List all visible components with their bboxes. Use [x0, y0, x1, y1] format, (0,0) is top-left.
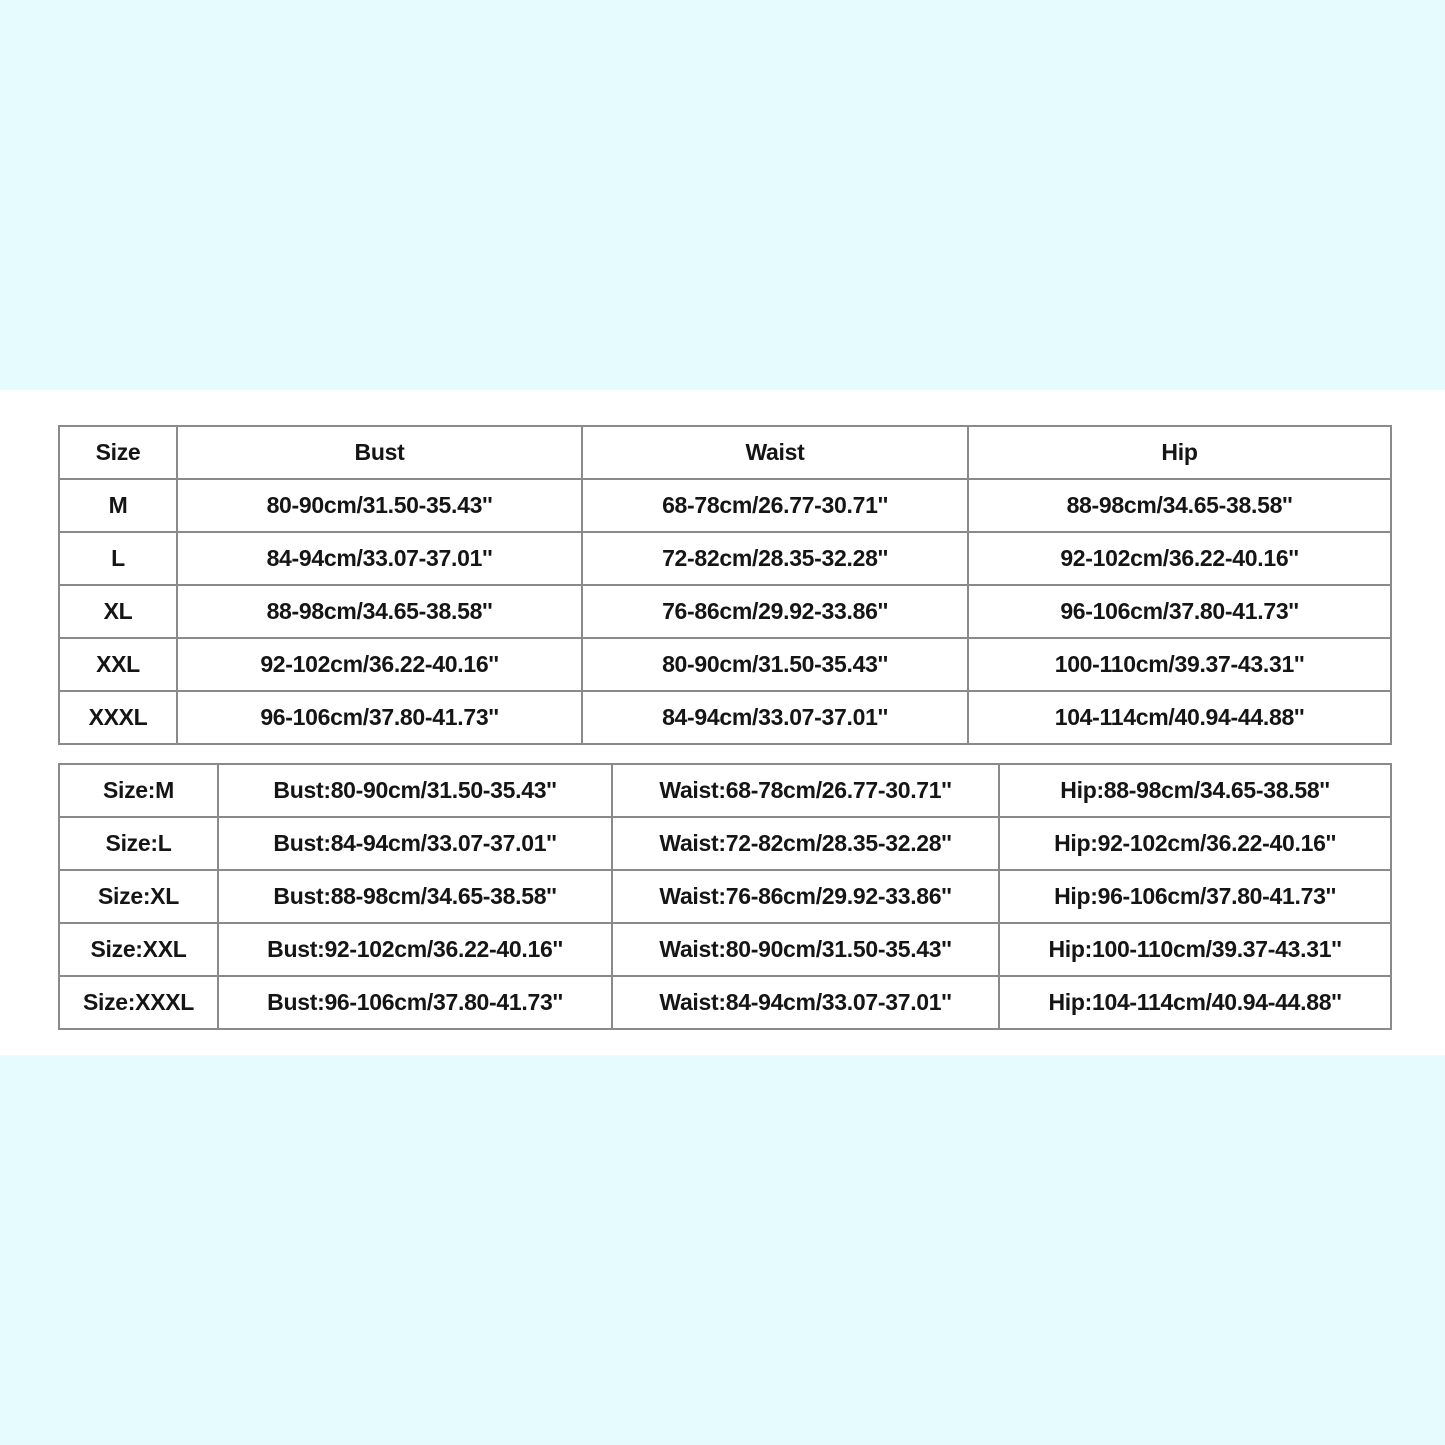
table-cell: M [58, 478, 178, 533]
table-row: XXL 92-102cm/36.22-40.16'' 80-90cm/31.50-3… [58, 637, 1392, 692]
table-cell: L [58, 531, 178, 586]
table-cell: 68-78cm/26.77-30.71'' [581, 478, 969, 533]
table-cell: Bust:80-90cm/31.50-35.43'' [217, 763, 613, 818]
table-cell: Size:XXL [58, 922, 219, 977]
table-cell: XXL [58, 637, 178, 692]
table-cell: Size:XXXL [58, 975, 219, 1030]
table-cell: 84-94cm/33.07-37.01'' [176, 531, 583, 586]
table-cell: Hip [967, 425, 1392, 480]
size-chart-table-labeled: Size:M Bust:80-90cm/31.50-35.43'' Waist:68… [58, 763, 1392, 1030]
table-cell: Bust:92-102cm/36.22-40.16'' [217, 922, 613, 977]
table-cell: 72-82cm/28.35-32.28'' [581, 531, 969, 586]
table-cell: Hip:100-110cm/39.37-43.31'' [998, 922, 1392, 977]
table-cell: 96-106cm/37.80-41.73'' [967, 584, 1392, 639]
table-cell: Waist:68-78cm/26.77-30.71'' [611, 763, 1000, 818]
table-cell: Bust [176, 425, 583, 480]
table-row: Size:M Bust:80-90cm/31.50-35.43'' Waist:68… [58, 763, 1392, 818]
table-row: Size:L Bust:84-94cm/33.07-37.01'' Waist:72… [58, 816, 1392, 871]
table-cell: Hip:104-114cm/40.94-44.88'' [998, 975, 1392, 1030]
table-row: XL 88-98cm/34.65-38.58'' 76-86cm/29.92-33.… [58, 584, 1392, 639]
table-row: Size:XL Bust:88-98cm/34.65-38.58'' Waist:7… [58, 869, 1392, 924]
table-cell: 88-98cm/34.65-38.58'' [967, 478, 1392, 533]
table-cell: Hip:96-106cm/37.80-41.73'' [998, 869, 1392, 924]
table-cell: Size [58, 425, 178, 480]
table-cell: Waist:84-94cm/33.07-37.01'' [611, 975, 1000, 1030]
table-cell: Hip:88-98cm/34.65-38.58'' [998, 763, 1392, 818]
table-cell: Size:XL [58, 869, 219, 924]
table-cell: 76-86cm/29.92-33.86'' [581, 584, 969, 639]
table-cell: 88-98cm/34.65-38.58'' [176, 584, 583, 639]
table-cell: 84-94cm/33.07-37.01'' [581, 690, 969, 745]
table-cell: Bust:88-98cm/34.65-38.58'' [217, 869, 613, 924]
size-chart-table: Size Bust Waist Hip M 80-90cm/31.50-35.43'' 68… [58, 425, 1392, 745]
table-cell: Bust:84-94cm/33.07-37.01'' [217, 816, 613, 871]
table-cell: 92-102cm/36.22-40.16'' [176, 637, 583, 692]
table-cell: Waist:80-90cm/31.50-35.43'' [611, 922, 1000, 977]
table-cell: 104-114cm/40.94-44.88'' [967, 690, 1392, 745]
table-cell: Waist:72-82cm/28.35-32.28'' [611, 816, 1000, 871]
table-cell: 80-90cm/31.50-35.43'' [176, 478, 583, 533]
table-cell: Size:M [58, 763, 219, 818]
table-cell: Bust:96-106cm/37.80-41.73'' [217, 975, 613, 1030]
table-cell: XL [58, 584, 178, 639]
table-cell: 96-106cm/37.80-41.73'' [176, 690, 583, 745]
table-cell: XXXL [58, 690, 178, 745]
table-row: L 84-94cm/33.07-37.01'' 72-82cm/28.35-32.2… [58, 531, 1392, 586]
table-row: Size:XXXL Bust:96-106cm/37.80-41.73'' Wais… [58, 975, 1392, 1030]
table-cell: 100-110cm/39.37-43.31'' [967, 637, 1392, 692]
table-cell: Hip:92-102cm/36.22-40.16'' [998, 816, 1392, 871]
table-cell: Waist [581, 425, 969, 480]
table-cell: 80-90cm/31.50-35.43'' [581, 637, 969, 692]
header-row: Size Bust Waist Hip [58, 425, 1392, 480]
table-cell: Waist:76-86cm/29.92-33.86'' [611, 869, 1000, 924]
table-row: XXXL 96-106cm/37.80-41.73'' 84-94cm/33.07-… [58, 690, 1392, 745]
table-cell: 92-102cm/36.22-40.16'' [967, 531, 1392, 586]
table-row: Size:XXL Bust:92-102cm/36.22-40.16'' Waist… [58, 922, 1392, 977]
table-cell: Size:L [58, 816, 219, 871]
table-row: M 80-90cm/31.50-35.43'' 68-78cm/26.77-30.7… [58, 478, 1392, 533]
